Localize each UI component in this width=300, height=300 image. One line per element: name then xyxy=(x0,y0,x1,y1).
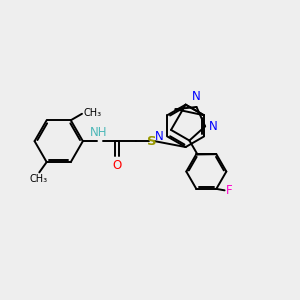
Text: CH₃: CH₃ xyxy=(83,108,101,118)
Text: S: S xyxy=(147,135,157,148)
Text: N: N xyxy=(192,90,201,104)
Text: N: N xyxy=(155,130,164,143)
Text: CH₃: CH₃ xyxy=(30,174,48,184)
Text: F: F xyxy=(226,184,232,197)
Text: N: N xyxy=(209,120,218,133)
Text: O: O xyxy=(113,159,122,172)
Text: NH: NH xyxy=(90,126,108,139)
